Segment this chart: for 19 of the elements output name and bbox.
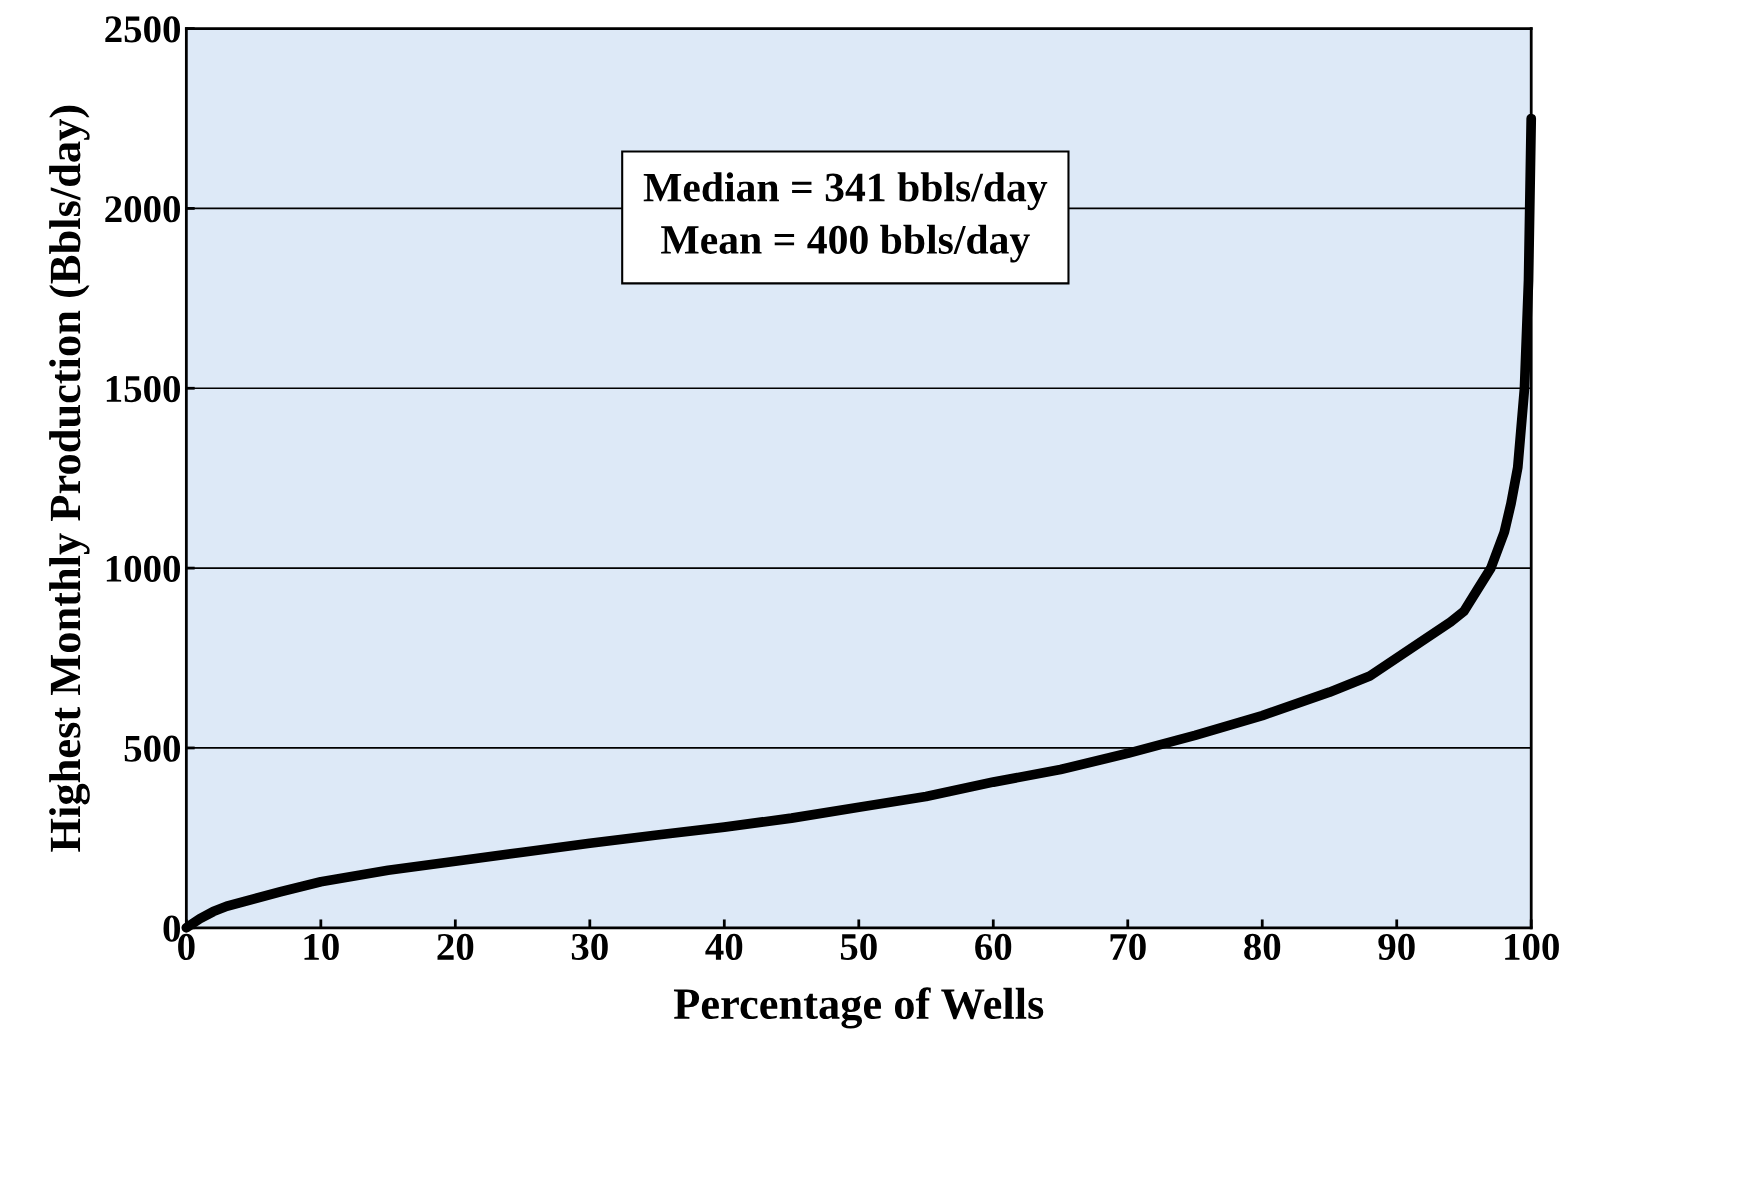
y-tick-label: 2500 [105,16,180,43]
y-tick-label: 2000 [105,196,180,223]
y-tick-label: 500 [124,735,180,762]
x-tick-label: 50 [840,933,877,961]
x-tick-label: 80 [1244,933,1281,961]
x-tick-label: 10 [304,933,339,961]
y-tick-label: 1000 [106,555,180,582]
x-tick-label: 40 [705,933,743,961]
x-axis-title: Percentage of Wells [673,987,1044,1029]
x-tick-label: 20 [437,933,474,961]
y-tick-label: 0 [163,915,180,942]
x-tick-label: 100 [1505,933,1559,961]
annotation: Median = 341 bbls/day Mean = 400 bbls/day [643,172,1048,263]
x-tick-label: 90 [1378,933,1415,961]
x-tick-label: 30 [571,933,608,961]
x-tick-label: 70 [1110,933,1146,961]
y-tick-label: 1500 [106,375,180,403]
y-axis-title: Highest Monthly Production (Bbls/day) [49,105,90,852]
x-tick-label: 60 [975,933,1012,961]
